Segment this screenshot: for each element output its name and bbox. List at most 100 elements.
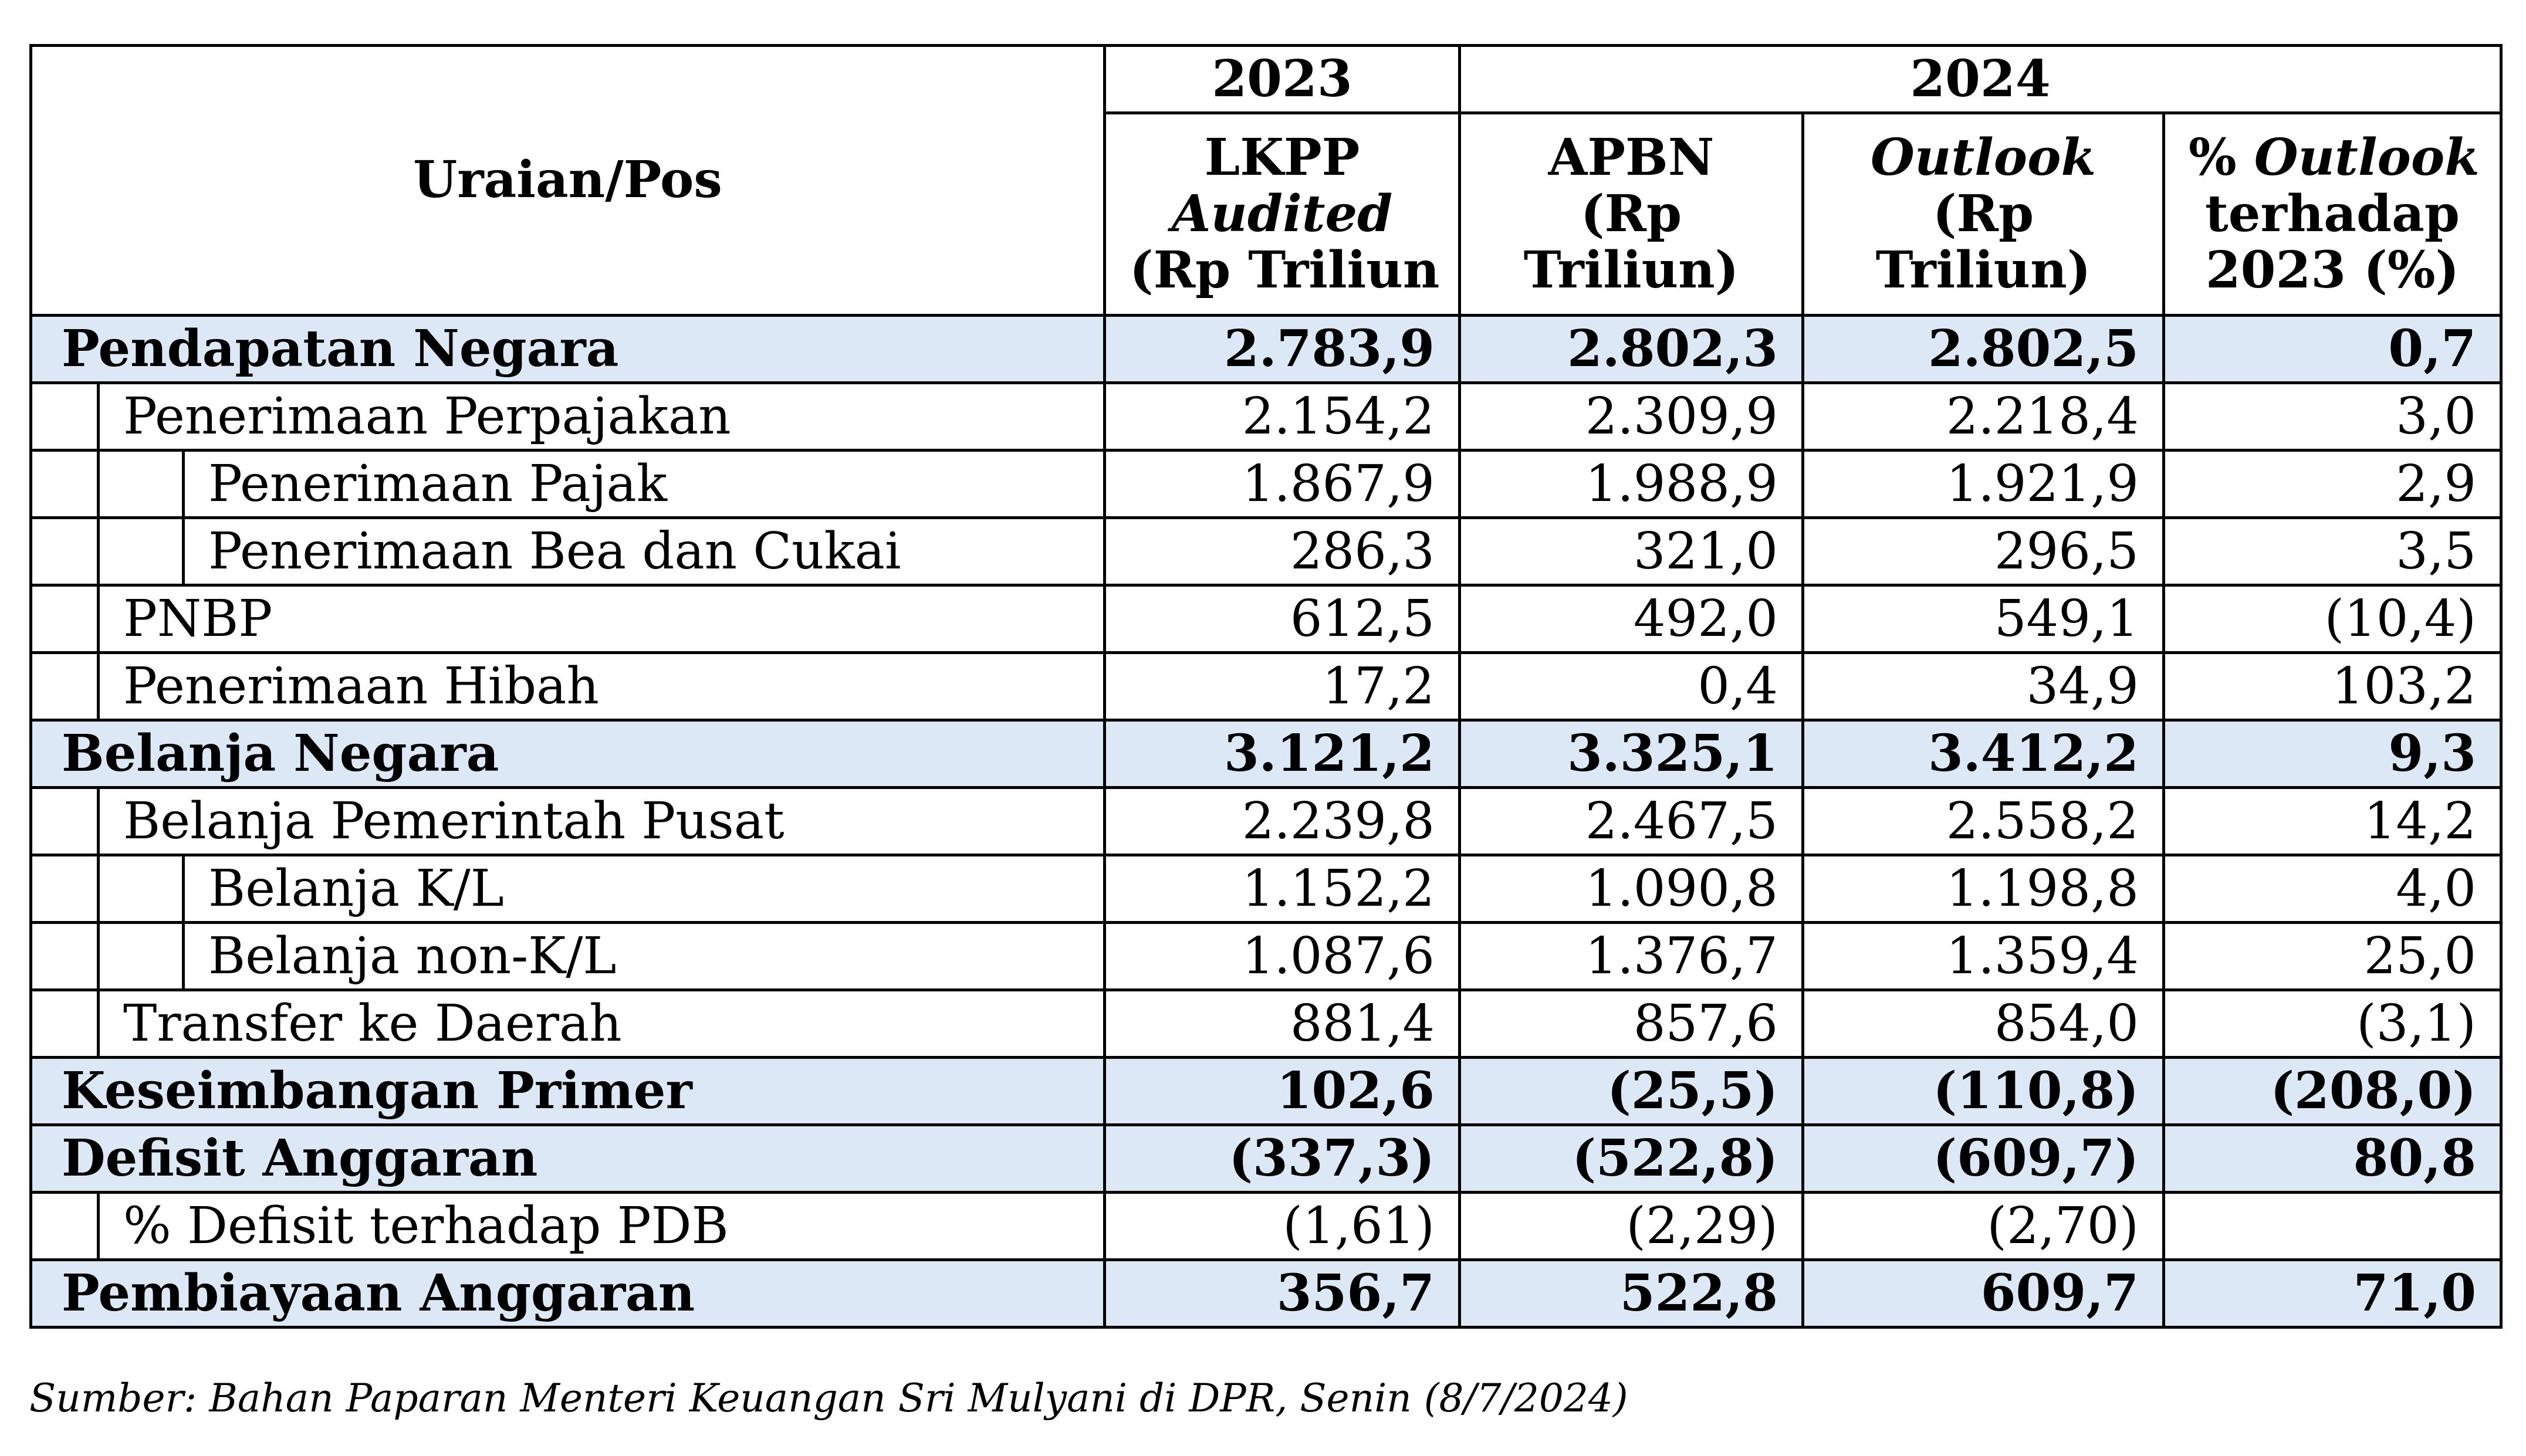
cell-pct: 25,0 bbox=[2162, 921, 2503, 991]
cell-lkpp: 356,7 bbox=[1103, 1258, 1462, 1329]
pct-line-1: % Outlook bbox=[2189, 127, 2480, 187]
row-label: Belanja Pemerintah Pusat bbox=[96, 786, 1107, 856]
cell-outlook: (2,70) bbox=[1801, 1191, 2166, 1261]
cell-pct: 3,0 bbox=[2162, 381, 2503, 452]
table-row-belanja-non-kl: Belanja non-K/L 1.087,6 1.376,7 1.359,4 … bbox=[29, 921, 2503, 991]
cell-outlook: 854,0 bbox=[1801, 988, 2166, 1059]
indent-cell bbox=[97, 921, 185, 991]
column-header-apbn: APBN (Rp Triliun) bbox=[1458, 111, 1805, 317]
table-row-pembiayaan-anggaran: Pembiayaan Anggaran 356,7 522,8 609,7 71… bbox=[29, 1258, 2503, 1329]
cell-apbn: 321,0 bbox=[1458, 516, 1805, 587]
column-header-year-2024: 2024 bbox=[1458, 44, 2503, 114]
cell-lkpp: (1,61) bbox=[1103, 1191, 1462, 1261]
row-label: Pendapatan Negara bbox=[29, 314, 1107, 384]
indent-cell bbox=[29, 584, 100, 654]
cell-pct: 9,3 bbox=[2162, 719, 2503, 789]
cell-lkpp: 17,2 bbox=[1103, 651, 1462, 722]
pct-line-3: 2023 (%) bbox=[2205, 241, 2460, 300]
cell-pct bbox=[2162, 1191, 2503, 1261]
row-label: PNBP bbox=[96, 584, 1107, 654]
column-header-uraian-pos: Uraian/Pos bbox=[29, 44, 1107, 317]
cell-apbn: 492,0 bbox=[1458, 584, 1805, 654]
cell-apbn: 0,4 bbox=[1458, 651, 1805, 722]
cell-outlook: (609,7) bbox=[1801, 1123, 2166, 1194]
cell-apbn: 1.988,9 bbox=[1458, 449, 1805, 519]
cell-apbn: (522,8) bbox=[1458, 1123, 1805, 1194]
apbn-table: Uraian/Pos 2023 2024 LKPP Audited (Rp Tr… bbox=[29, 44, 2503, 1329]
table-row-pnbp: PNBP 612,5 492,0 549,1 (10,4) bbox=[29, 584, 2503, 654]
apbn-table-container: Uraian/Pos 2023 2024 LKPP Audited (Rp Tr… bbox=[29, 44, 2503, 1329]
table-row-belanja-kl: Belanja K/L 1.152,2 1.090,8 1.198,8 4,0 bbox=[29, 854, 2503, 924]
cell-apbn: 2.467,5 bbox=[1458, 786, 1805, 856]
table-row-belanja-negara: Belanja Negara 3.121,2 3.325,1 3.412,2 9… bbox=[29, 719, 2503, 789]
cell-apbn: 522,8 bbox=[1458, 1258, 1805, 1329]
column-header-pct-outlook: % Outlook terhadap 2023 (%) bbox=[2162, 111, 2503, 317]
lkpp-line-1: LKPP bbox=[1204, 127, 1360, 187]
cell-outlook: 296,5 bbox=[1801, 516, 2166, 587]
indent-cell bbox=[29, 921, 100, 991]
table-row-defisit-pdb: % Defisit terhadap PDB (1,61) (2,29) (2,… bbox=[29, 1191, 2503, 1261]
cell-lkpp: 1.087,6 bbox=[1103, 921, 1462, 991]
row-label: Belanja non-K/L bbox=[181, 921, 1107, 991]
cell-outlook: 34,9 bbox=[1801, 651, 2166, 722]
cell-pct: (3,1) bbox=[2162, 988, 2503, 1059]
cell-pct: 0,7 bbox=[2162, 314, 2503, 384]
cell-apbn: 3.325,1 bbox=[1458, 719, 1805, 789]
table-row-penerimaan-bea-cukai: Penerimaan Bea dan Cukai 286,3 321,0 296… bbox=[29, 516, 2503, 587]
indent-cell bbox=[29, 381, 100, 452]
row-label: Penerimaan Bea dan Cukai bbox=[181, 516, 1107, 587]
outlook-line-1: Outlook bbox=[1870, 127, 2096, 187]
row-label: % Defisit terhadap PDB bbox=[96, 1191, 1107, 1261]
table-row-defisit-anggaran: Defisit Anggaran (337,3) (522,8) (609,7)… bbox=[29, 1123, 2503, 1194]
source-note: Sumber: Bahan Paparan Menteri Keuangan S… bbox=[29, 1376, 1628, 1421]
cell-outlook: 3.412,2 bbox=[1801, 719, 2166, 789]
header-row-years: Uraian/Pos 2023 2024 bbox=[29, 44, 2503, 317]
table-row-penerimaan-pajak: Penerimaan Pajak 1.867,9 1.988,9 1.921,9… bbox=[29, 449, 2503, 519]
cell-lkpp: (337,3) bbox=[1103, 1123, 1462, 1194]
column-header-year-2023: 2023 bbox=[1103, 44, 1462, 114]
cell-pct: 2,9 bbox=[2162, 449, 2503, 519]
outlook-line-2: (Rp bbox=[1932, 184, 2034, 243]
row-label: Belanja Negara bbox=[29, 719, 1107, 789]
row-label: Pembiayaan Anggaran bbox=[29, 1258, 1107, 1329]
cell-outlook: 609,7 bbox=[1801, 1258, 2166, 1329]
indent-cell bbox=[29, 651, 100, 722]
cell-lkpp: 2.154,2 bbox=[1103, 381, 1462, 452]
cell-lkpp: 102,6 bbox=[1103, 1056, 1462, 1126]
table-row-penerimaan-hibah: Penerimaan Hibah 17,2 0,4 34,9 103,2 bbox=[29, 651, 2503, 722]
cell-lkpp: 881,4 bbox=[1103, 988, 1462, 1059]
row-label: Defisit Anggaran bbox=[29, 1123, 1107, 1194]
indent-cell bbox=[29, 516, 100, 587]
column-header-outlook: Outlook (Rp Triliun) bbox=[1801, 111, 2166, 317]
lkpp-line-3: (Rp Triliun bbox=[1130, 241, 1440, 300]
cell-lkpp: 1.152,2 bbox=[1103, 854, 1462, 924]
indent-cell bbox=[29, 1191, 100, 1261]
table-row-belanja-pemerintah-pusat: Belanja Pemerintah Pusat 2.239,8 2.467,5… bbox=[29, 786, 2503, 856]
cell-outlook: 1.359,4 bbox=[1801, 921, 2166, 991]
cell-apbn: 1.090,8 bbox=[1458, 854, 1805, 924]
cell-pct: (208,0) bbox=[2162, 1056, 2503, 1126]
cell-apbn: 2.802,3 bbox=[1458, 314, 1805, 384]
pct-line-2: terhadap bbox=[2205, 184, 2460, 243]
row-label: Penerimaan Perpajakan bbox=[96, 381, 1107, 452]
apbn-line-1: APBN bbox=[1548, 127, 1715, 187]
header-row-columns: LKPP Audited (Rp Triliun APBN (Rp Triliu… bbox=[31, 111, 2503, 317]
apbn-line-3: Triliun) bbox=[1523, 241, 1739, 300]
cell-lkpp: 3.121,2 bbox=[1103, 719, 1462, 789]
table-row-transfer-ke-daerah: Transfer ke Daerah 881,4 857,6 854,0 (3,… bbox=[29, 988, 2503, 1059]
table-row-pendapatan-negara: Pendapatan Negara 2.783,9 2.802,3 2.802,… bbox=[29, 314, 2503, 384]
indent-cell bbox=[29, 786, 100, 856]
pct-sign: % bbox=[2189, 127, 2237, 187]
cell-outlook: 2.802,5 bbox=[1801, 314, 2166, 384]
cell-pct: 14,2 bbox=[2162, 786, 2503, 856]
cell-apbn: 2.309,9 bbox=[1458, 381, 1805, 452]
cell-outlook: 2.218,4 bbox=[1801, 381, 2166, 452]
pct-outlook-word: Outlook bbox=[2254, 127, 2480, 187]
cell-apbn: 857,6 bbox=[1458, 988, 1805, 1059]
cell-lkpp: 1.867,9 bbox=[1103, 449, 1462, 519]
cell-outlook: (110,8) bbox=[1801, 1056, 2166, 1126]
row-label: Penerimaan Pajak bbox=[181, 449, 1107, 519]
cell-pct: 80,8 bbox=[2162, 1123, 2503, 1194]
lkpp-line-2: Audited bbox=[1171, 184, 1393, 243]
outlook-line-3: Triliun) bbox=[1875, 241, 2091, 300]
